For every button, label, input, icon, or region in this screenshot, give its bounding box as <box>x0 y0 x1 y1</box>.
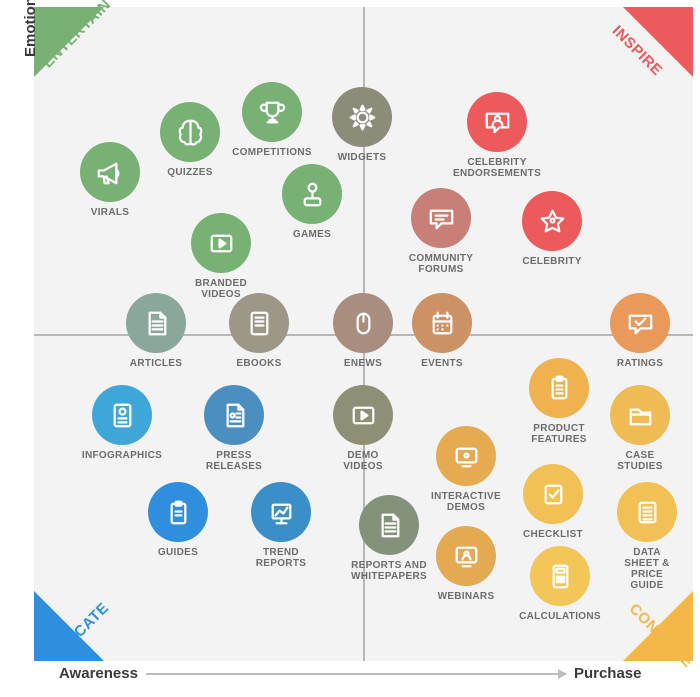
node-label-case-studies: CASE STUDIES <box>610 450 670 472</box>
chart-board-icon <box>251 482 311 542</box>
infographic-icon <box>92 385 152 445</box>
video-icon <box>333 385 393 445</box>
node-label-celebrity: CELEBRITY <box>522 256 581 267</box>
node-label-enews: ENEWS <box>344 358 382 369</box>
page-lines-icon <box>126 293 186 353</box>
node-enews: ENEWS <box>333 293 393 369</box>
node-case-studies: CASE STUDIES <box>610 385 670 472</box>
clipboard-icon <box>148 482 208 542</box>
page-lines-icon <box>359 495 419 555</box>
calculator-icon <box>530 546 590 606</box>
node-demo-videos: DEMO VIDEOS <box>333 385 393 472</box>
node-games: GAMES <box>282 164 342 240</box>
x-axis-left-label: Awareness <box>59 665 138 682</box>
node-ratings: RATINGS <box>610 293 670 369</box>
node-label-reports: REPORTS AND WHITEPAPERS <box>351 560 427 582</box>
press-icon <box>204 385 264 445</box>
node-widgets: WIDGETS <box>332 87 392 163</box>
node-label-guides: GUIDES <box>158 547 198 558</box>
chat-icon <box>411 188 471 248</box>
y-axis-top-label: Emotional <box>22 0 39 57</box>
feature-list-icon <box>529 358 589 418</box>
node-label-interactive: INTERACTIVE DEMOS <box>431 491 501 513</box>
node-press: PRESS RELEASES <box>204 385 264 472</box>
node-branded-videos: BRANDED VIDEOS <box>191 213 251 300</box>
node-label-press: PRESS RELEASES <box>204 450 264 472</box>
node-label-product-feat: PRODUCT FEATURES <box>529 423 589 445</box>
chat-person-icon <box>467 92 527 152</box>
node-events: EVENTS <box>412 293 472 369</box>
node-guides: GUIDES <box>148 482 208 558</box>
node-checklist: CHECKLIST <box>523 464 583 540</box>
node-competitions: COMPETITIONS <box>242 82 302 158</box>
node-label-demo-videos: DEMO VIDEOS <box>333 450 393 472</box>
gear-icon <box>332 87 392 147</box>
webinar-icon <box>436 526 496 586</box>
node-label-ebooks: EBOOKS <box>236 358 281 369</box>
node-label-trend-reports: TREND REPORTS <box>251 547 311 569</box>
trophy-icon <box>242 82 302 142</box>
node-label-webinars: WEBINARS <box>438 591 495 602</box>
book-icon <box>229 293 289 353</box>
node-quizzes: QUIZZES <box>160 102 220 178</box>
node-ebooks: EBOOKS <box>229 293 289 369</box>
node-product-feat: PRODUCT FEATURES <box>529 358 589 445</box>
mouse-icon <box>333 293 393 353</box>
node-label-competitions: COMPETITIONS <box>232 147 312 158</box>
x-axis: Awareness Purchase <box>59 665 642 682</box>
node-celebrity: CELEBRITY <box>522 191 582 267</box>
node-label-quizzes: QUIZZES <box>167 167 212 178</box>
node-label-infographics: INFOGRAPHICS <box>82 450 162 461</box>
list-lines-icon <box>617 482 677 542</box>
node-label-widgets: WIDGETS <box>338 152 387 163</box>
content-matrix: ENTERTAININSPIREEDUCATECONVINCEEmotional… <box>0 0 700 697</box>
brain-icon <box>160 102 220 162</box>
node-calculations: CALCULATIONS <box>530 546 590 622</box>
node-celeb-endorse: CELEBRITY ENDORSEMENTS <box>467 92 527 179</box>
megaphone-icon <box>80 142 140 202</box>
node-label-virals: VIRALS <box>91 207 129 218</box>
check-bubble-icon <box>610 293 670 353</box>
node-label-games: GAMES <box>293 229 331 240</box>
x-axis-arrow <box>146 673 566 675</box>
folder-icon <box>610 385 670 445</box>
node-label-celeb-endorse: CELEBRITY ENDORSEMENTS <box>453 157 541 179</box>
x-axis-right-label: Purchase <box>574 665 642 682</box>
calendar-icon <box>412 293 472 353</box>
joystick-icon <box>282 164 342 224</box>
node-label-checklist: CHECKLIST <box>523 529 583 540</box>
node-label-articles: ARTICLES <box>130 358 182 369</box>
star-icon <box>522 191 582 251</box>
node-webinars: WEBINARS <box>436 526 496 602</box>
node-label-datasheet: DATA SHEET & PRICE GUIDE <box>617 547 677 591</box>
node-label-ratings: RATINGS <box>617 358 663 369</box>
node-articles: ARTICLES <box>126 293 186 369</box>
node-interactive: INTERACTIVE DEMOS <box>436 426 496 513</box>
node-trend-reports: TREND REPORTS <box>251 482 311 569</box>
video-icon <box>191 213 251 273</box>
screen-icon <box>436 426 496 486</box>
node-label-community: COMMUNITY FORUMS <box>409 253 473 275</box>
node-label-events: EVENTS <box>421 358 463 369</box>
check-box-icon <box>523 464 583 524</box>
node-virals: VIRALS <box>80 142 140 218</box>
node-reports: REPORTS AND WHITEPAPERS <box>359 495 419 582</box>
node-label-calculations: CALCULATIONS <box>519 611 601 622</box>
node-infographics: INFOGRAPHICS <box>92 385 152 461</box>
y-axis: EmotionalRational <box>22 0 39 57</box>
node-datasheet: DATA SHEET & PRICE GUIDE <box>617 482 677 591</box>
node-community: COMMUNITY FORUMS <box>411 188 471 275</box>
